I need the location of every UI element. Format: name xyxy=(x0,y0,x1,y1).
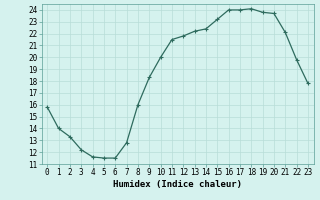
X-axis label: Humidex (Indice chaleur): Humidex (Indice chaleur) xyxy=(113,180,242,189)
